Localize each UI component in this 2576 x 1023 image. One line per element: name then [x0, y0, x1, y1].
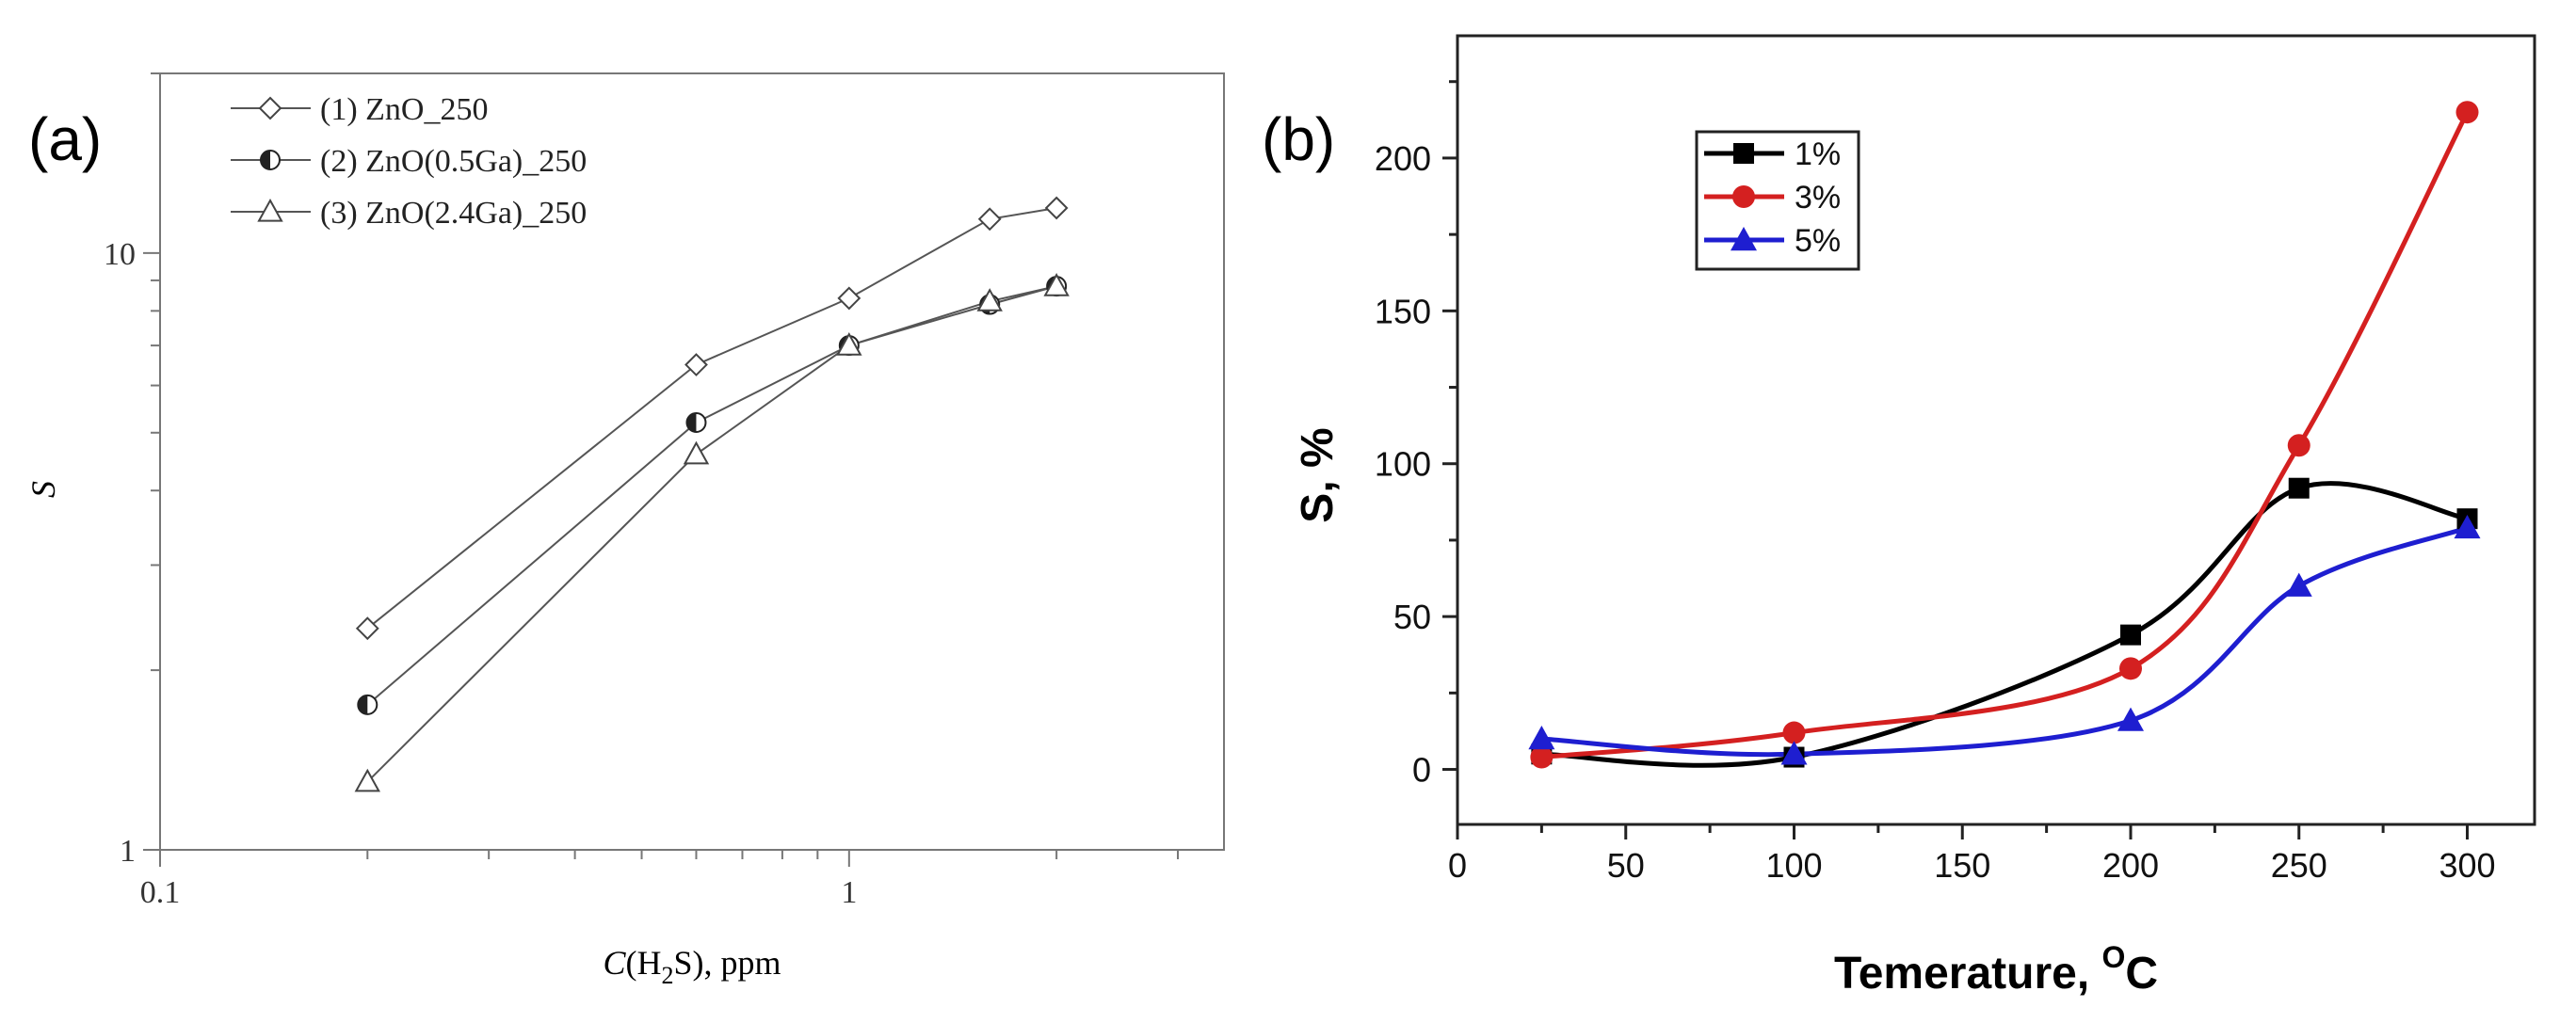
- b-series-3-point: [2454, 514, 2481, 539]
- b-x-tick-label: 250: [2271, 846, 2327, 885]
- a-series-1-point: [684, 353, 708, 376]
- b-legend-marker-2: [1732, 185, 1755, 208]
- panel-b-legend: 1% 3% 5%: [1695, 130, 1860, 271]
- b-y-tick-label: 50: [1393, 598, 1431, 636]
- a-series-1-point: [977, 207, 1002, 232]
- a-series-3-point: [836, 332, 862, 356]
- b-x-tick-label: 300: [2439, 846, 2495, 885]
- b-x-tick-label: 200: [2102, 846, 2159, 885]
- a-series-1-point: [355, 616, 379, 641]
- b-x-tick-label: 100: [1765, 846, 1822, 885]
- panel-b-ticks: 0 50 100 150 200 250 300 0 50 100 150 200: [1375, 80, 2496, 885]
- b-series-3-point: [1528, 726, 1555, 750]
- panel-a-x-label-sub: 2: [662, 962, 674, 989]
- b-legend-marker-1: [1733, 143, 1754, 164]
- panel-b-x-label-post: C: [2125, 949, 2158, 999]
- a-y-tick-label: 1: [120, 834, 136, 869]
- a-series-3-point: [354, 768, 381, 792]
- a-series-2-point: [357, 694, 378, 715]
- b-series-2-point: [2455, 101, 2479, 124]
- b-x-tick-label: 150: [1934, 846, 1990, 885]
- panel-a-y-axis-label: S: [24, 481, 62, 498]
- panel-b-x-label-sup: O: [2102, 940, 2126, 974]
- panel-b-series-lines: [1541, 111, 2470, 768]
- b-series-3-point: [1780, 741, 1808, 765]
- a-series-2-point: [685, 411, 707, 433]
- b-series-1-point: [2288, 477, 2310, 499]
- a-series-1-point: [1044, 196, 1069, 220]
- b-y-tick-label: 0: [1412, 751, 1431, 790]
- panel-a-x-axis-label: C(H2S), ppm: [603, 944, 781, 989]
- a-y-tick-label: 10: [104, 237, 136, 272]
- a-x-tick-label: 1: [841, 875, 857, 910]
- b-series-3-point: [2285, 572, 2312, 597]
- b-y-tick-label: 150: [1375, 292, 1431, 330]
- a-x-tick-label: 0.1: [140, 875, 181, 910]
- a-series-3-point: [683, 440, 710, 465]
- panel-a-x-label-pre: C: [603, 944, 626, 982]
- a-series-2-line: [366, 285, 1057, 706]
- a-legend-marker-2: [260, 150, 281, 170]
- panel-a-label: (a): [28, 105, 102, 173]
- a-series-3-line: [366, 285, 1057, 783]
- a-series-1-line: [366, 207, 1057, 630]
- a-legend-entry-1: (1) ZnO_250: [320, 92, 488, 127]
- b-series-2-point: [1782, 721, 1806, 744]
- panel-a-series-lines: [366, 207, 1057, 783]
- a-series-2-point-fill: [686, 412, 697, 432]
- b-series-3-line: [1541, 525, 2469, 758]
- b-series-1-line: [1541, 481, 2469, 768]
- panel-b-markers: [1528, 101, 2481, 769]
- panel-b-plot-frame: [1456, 34, 2536, 826]
- b-series-2-point: [2119, 657, 2142, 680]
- b-legend-entry-2: 3%: [1795, 180, 1841, 216]
- panel-b-y-axis-label: S, %: [1293, 427, 1343, 522]
- panel-a-legend: (1) ZnO_250 (2) ZnO(0.5Ga)_250 (3) ZnO(2.4…: [231, 92, 587, 231]
- b-y-tick-label: 100: [1375, 445, 1431, 484]
- a-legend-entry-3: (3) ZnO(2.4Ga)_250: [320, 196, 587, 231]
- b-series-3-point: [2117, 707, 2144, 731]
- b-legend-entry-3: 5%: [1795, 223, 1841, 259]
- panel-a-x-label-mid: (H: [626, 944, 662, 982]
- b-x-tick-label: 0: [1448, 846, 1467, 885]
- b-series-2-point: [2287, 434, 2310, 457]
- b-series-2-point: [1530, 745, 1554, 769]
- a-legend-marker-1: [258, 96, 282, 120]
- a-series-3-point: [1043, 273, 1070, 296]
- panel-b-x-label-pre: Temerature,: [1834, 949, 2102, 999]
- b-legend-marker-3: [1731, 227, 1757, 251]
- b-legend-entry-1: 1%: [1795, 136, 1841, 172]
- a-series-1-point: [837, 286, 861, 311]
- panel-b-label: (b): [1262, 105, 1335, 173]
- a-legend-marker-3: [257, 198, 283, 222]
- b-y-tick-label: 200: [1375, 139, 1431, 178]
- panel-a-plot-frame: [159, 72, 1225, 851]
- a-series-2-point-fill: [358, 695, 368, 714]
- b-series-1-point: [2120, 624, 2141, 646]
- b-x-tick-label: 50: [1607, 846, 1645, 885]
- a-series-3-point: [976, 288, 1003, 312]
- a-legend-entry-2: (2) ZnO(0.5Ga)_250: [320, 144, 587, 179]
- panel-a-x-label-post: S), ppm: [674, 944, 781, 982]
- a-legend-marker-2-fill: [261, 151, 270, 169]
- b-series-2-line: [1541, 111, 2470, 760]
- panel-a-markers: [354, 196, 1070, 792]
- panel-b-x-axis-label: Temerature, OC: [1834, 940, 2158, 999]
